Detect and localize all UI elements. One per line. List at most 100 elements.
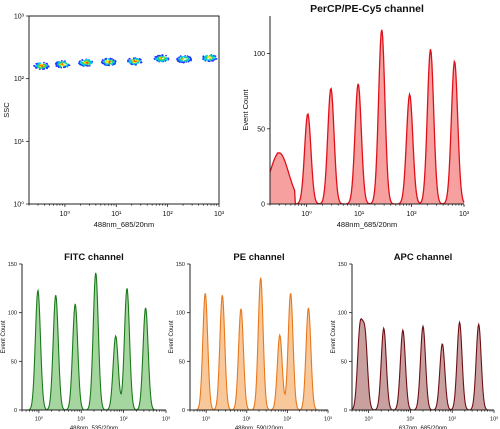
scatter-point (114, 61, 117, 63)
y-tick-label: 0 (261, 201, 265, 208)
scatter-point (176, 58, 179, 60)
scatter-point (83, 61, 86, 64)
y-axis-label: Event Count (1, 320, 7, 353)
scatter-point (180, 55, 183, 58)
histogram-fill (352, 318, 494, 410)
scatter-point (134, 59, 137, 61)
x-tick-label: 10⁰ (202, 416, 211, 423)
x-tick-label: 10³ (162, 417, 170, 423)
scatter-point (134, 61, 136, 64)
scatter-point (55, 62, 58, 65)
scatter-point (104, 58, 107, 60)
scatter-point (42, 64, 45, 67)
y-tick-label: 10¹ (14, 139, 25, 146)
scatter-point (159, 57, 161, 60)
scatter-point (85, 64, 88, 67)
scatter-point (109, 57, 112, 60)
scatter-point (214, 55, 217, 58)
scatter-cluster (54, 59, 71, 69)
scatter-point (67, 64, 70, 67)
scatter-point (136, 61, 139, 64)
scatter-point (64, 66, 67, 68)
scatter-point (38, 68, 41, 71)
y-tick-label: 0 (14, 408, 17, 414)
scatter-point (161, 56, 164, 58)
scatter-point (128, 57, 131, 60)
scatter-point (39, 65, 42, 68)
scatter-cluster (100, 57, 117, 67)
scatter-point (188, 56, 190, 58)
y-axis-label: Event Count (241, 88, 250, 130)
scatter-cluster (127, 57, 143, 66)
scatter-point (55, 64, 58, 67)
scatter-point (210, 56, 213, 59)
scatter-point (158, 54, 160, 57)
scatter-point (88, 64, 91, 67)
scatter-point (185, 56, 188, 59)
x-tick-label: 10¹ (406, 417, 414, 423)
x-tick-label: 10⁰ (35, 416, 44, 423)
x-tick-label: 10¹ (243, 417, 251, 423)
x-tick-label: 10⁰ (60, 210, 71, 218)
y-axis-label: Event Count (169, 320, 175, 353)
scatter-point (130, 63, 133, 66)
scatter-point (155, 55, 158, 58)
y-tick-label: 100 (176, 311, 185, 317)
scatter-point (139, 58, 142, 61)
scatter-point (184, 60, 187, 63)
scatter-point (162, 59, 165, 61)
scatter-point (207, 55, 210, 58)
scatter-point (84, 59, 87, 62)
scatter-point (112, 58, 115, 61)
scatter-point (180, 59, 183, 62)
scatter-point (207, 60, 210, 63)
pe-hist-panel: 10⁰ 10¹ 10² 10³ 0 50 100 150 488nm_590/20nm Event… (169, 252, 332, 429)
scatter-point (153, 57, 156, 60)
scatter-point (41, 65, 44, 67)
histogram-line (269, 29, 465, 205)
scatter-point (82, 59, 85, 62)
histogram-line (22, 272, 166, 411)
scatter-point (37, 66, 40, 69)
histogram-fill (270, 29, 464, 205)
scatter-point (59, 65, 62, 67)
scatter-point (204, 55, 207, 58)
scatter-point (87, 63, 89, 65)
apc-hist-panel: 10⁰ 10¹ 10² 10³ 0 50 100 150 637nm_685/20nm Event… (331, 252, 498, 429)
x-axis-label: 488nm_685/20nm (94, 220, 154, 229)
scatter-point (213, 58, 216, 61)
scatter-point (188, 58, 190, 61)
scatter-cluster (176, 54, 193, 64)
scatter-cluster (78, 58, 94, 67)
y-axis-label: SSC (2, 102, 11, 118)
scatter-point (103, 63, 106, 66)
scatter-point (65, 62, 68, 65)
scatter-point (167, 57, 170, 60)
fitc-hist-panel: 10⁰ 10¹ 10² 10³ 0 50 100 150 488nm_535/20nm Event… (1, 252, 170, 429)
scatter-point (36, 65, 38, 68)
x-axis-label: 488nm_590/20nm (235, 426, 283, 429)
scatter-point (108, 64, 111, 67)
x-axis-label: 488nm_535/20nm (70, 426, 118, 429)
scatter-point (132, 58, 134, 61)
scatter-point (58, 61, 61, 64)
scatter-point (87, 65, 89, 67)
x-tick-label: 10³ (214, 211, 225, 218)
scatter-point (81, 61, 83, 64)
scatter-point (202, 56, 205, 59)
x-tick-label: 10⁰ (301, 210, 312, 218)
scatter-point (45, 62, 48, 65)
scatter-point (114, 62, 116, 65)
scatter-point (215, 57, 218, 60)
y-tick-label: 150 (338, 262, 347, 268)
scatter-point (159, 59, 162, 61)
y-tick-label: 50 (11, 359, 17, 365)
scatter-point (165, 59, 168, 62)
scatter-point (46, 67, 48, 70)
y-axis-label: Event Count (331, 320, 337, 353)
scatter-point (129, 60, 132, 63)
scatter-point (136, 59, 139, 62)
scatter-point (60, 59, 63, 62)
y-tick-label: 150 (8, 262, 17, 268)
